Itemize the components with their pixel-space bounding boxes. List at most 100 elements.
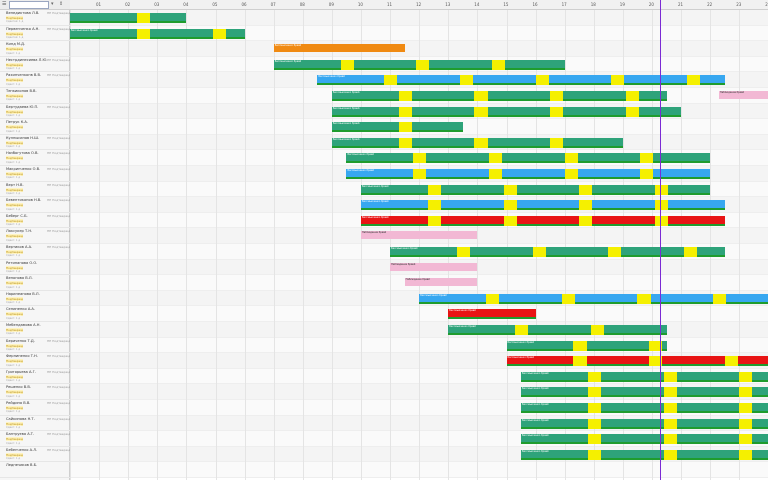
employee-row[interactable]: Петрук К.А. Подтвержд Сдвиг: 1 д	[0, 119, 70, 135]
employee-row[interactable]: Решенко В.В. НЕ Подтвержден Подтвержд Сдвиг…	[0, 384, 74, 400]
shift-bar[interactable]: Бессмьюченко бравй	[361, 184, 711, 193]
break-segment[interactable]	[739, 387, 753, 398]
break-segment[interactable]	[654, 200, 668, 211]
break-segment[interactable]	[579, 200, 593, 211]
employee-row[interactable]: Верт Н.В. НЕ Подтвержден Подтвержд Сдвиг: 1…	[0, 182, 74, 198]
break-segment[interactable]	[413, 169, 427, 179]
shift-bar[interactable]: Бессмьюченко бравй	[390, 247, 725, 255]
employee-row[interactable]: Бериченко Т.Д. НЕ Подтвержден Подтвержд Сдв…	[0, 338, 74, 354]
shift-bar[interactable]: Наблюдение бравй	[718, 91, 768, 99]
break-segment[interactable]	[625, 91, 639, 101]
shift-bar[interactable]: Бессмьюченко бравй	[419, 293, 768, 302]
employee-row[interactable]: Вертиков А.А. НЕ Подтвержден Подтвержд Сдви…	[0, 244, 74, 260]
employee-row[interactable]: Макринченко О.В. НЕ Подтвержден Подтвержд С…	[0, 166, 74, 182]
shift-bar[interactable]: Бессмьюченко бравй	[331, 91, 667, 99]
break-segment[interactable]	[503, 200, 517, 211]
break-segment[interactable]	[532, 247, 546, 257]
break-segment[interactable]	[587, 371, 602, 382]
break-segment[interactable]	[535, 75, 549, 86]
break-segment[interactable]	[590, 325, 604, 335]
break-segment[interactable]	[686, 75, 700, 86]
employee-row[interactable]: Сайкинова Н.Т. НЕ Подтвержден Подтвержд Сдв…	[0, 416, 74, 432]
break-segment[interactable]	[587, 387, 602, 398]
employee-row[interactable]: Венедиктова Л.В. НЕ Подтвержден Подтвержд С…	[0, 10, 74, 26]
break-segment[interactable]	[491, 59, 506, 70]
break-segment[interactable]	[413, 153, 427, 164]
employee-row[interactable]: Кинд М.Д. Подтвержд Сдвиг: 1 д	[0, 41, 70, 57]
break-segment[interactable]	[416, 59, 430, 70]
employee-row[interactable]: Мебендамова А.Н. Подтвержд Сдвиг: 1 д	[0, 322, 70, 338]
shift-bar[interactable]: Бессмьюченко бравй	[448, 325, 667, 333]
employee-row[interactable]: Кулпысинов Н.Ш. НЕ Подтвержден Подтвержд Сд…	[0, 135, 74, 151]
break-segment[interactable]	[573, 340, 587, 351]
break-segment[interactable]	[427, 200, 442, 211]
break-segment[interactable]	[398, 137, 412, 148]
break-segment[interactable]	[474, 91, 488, 101]
break-segment[interactable]	[684, 247, 698, 257]
shift-bar[interactable]: Бессмьюченко бравй	[346, 169, 711, 177]
break-segment[interactable]	[474, 106, 488, 117]
shift-bar[interactable]: Бессмьюченко бравй	[331, 122, 463, 131]
break-segment[interactable]	[663, 371, 677, 382]
shift-bar[interactable]: Бессмьюченко бравй	[521, 371, 768, 380]
shift-bar[interactable]: Бессмьюченко бравй	[521, 449, 768, 458]
break-segment[interactable]	[654, 184, 668, 195]
break-segment[interactable]	[398, 91, 412, 101]
shift-bar[interactable]: Бессмьюченко бравй	[361, 200, 725, 209]
break-segment[interactable]	[503, 184, 517, 195]
break-segment[interactable]	[561, 293, 575, 304]
employee-row[interactable]: Вепонова В.Л. Подтвержд Сдвиг: 1 д	[0, 275, 70, 291]
break-segment[interactable]	[739, 371, 753, 382]
break-segment[interactable]	[427, 184, 442, 195]
break-segment[interactable]	[663, 449, 677, 460]
employee-row[interactable]: Тепкиконов В.В. Подтвержд Сдвиг: 1 д	[0, 88, 70, 104]
break-segment[interactable]	[649, 340, 663, 351]
employee-row[interactable]: Сениненко А.А. Подтвержд Сдвиг: 1 д	[0, 306, 70, 322]
shift-bar[interactable]: Бессмьюченко бравй	[521, 434, 768, 443]
employee-row[interactable]: Назбогутова О.В. НЕ Подтвержден Подтвержд С…	[0, 150, 74, 166]
filter-icon[interactable]: ▾	[51, 1, 54, 7]
shift-bar[interactable]: Бессмьюченко бравй	[506, 356, 768, 365]
break-segment[interactable]	[739, 449, 753, 460]
shift-bar[interactable]: Бессмьюченко бравй	[273, 44, 405, 53]
break-segment[interactable]	[739, 418, 753, 429]
menu-icon[interactable]: ☰	[2, 1, 7, 7]
break-segment[interactable]	[503, 215, 517, 226]
break-segment[interactable]	[136, 13, 151, 23]
shift-bar[interactable]: Бессмьюченко бравй	[70, 28, 245, 37]
break-segment[interactable]	[640, 169, 654, 179]
break-segment[interactable]	[611, 75, 625, 86]
break-segment[interactable]	[663, 418, 677, 429]
employee-row[interactable]: Наринеанова В.Л. Подтвержд Сдвиг: 1 д	[0, 291, 70, 307]
break-segment[interactable]	[724, 356, 738, 367]
shift-bar[interactable]: Бессмьюченко бравй	[521, 418, 768, 427]
employee-row[interactable]: Бертудаева Ю.П. НЕ Подтвержден Подтвержд Сд…	[0, 104, 74, 120]
break-segment[interactable]	[550, 137, 564, 148]
break-segment[interactable]	[398, 122, 412, 133]
shift-bar[interactable]: Бессмьюченко бравй	[331, 106, 682, 115]
break-segment[interactable]	[136, 28, 151, 39]
shift-bar[interactable]: Бессмьюченко бравй	[521, 403, 768, 411]
break-segment[interactable]	[739, 434, 753, 445]
employee-row[interactable]: Бевентиконов Н.В. НЕ Подтвержден Подтвержд…	[0, 197, 74, 213]
break-segment[interactable]	[427, 215, 442, 226]
break-segment[interactable]	[573, 356, 587, 367]
employee-row[interactable]: Ферпиненко Т.Н. НЕ Подтвержден Подтвержд Сд…	[0, 353, 74, 369]
employee-row[interactable]: Рахинченконв В.В. НЕ Подтвержден Подтвержд…	[0, 72, 74, 88]
employee-row[interactable]: Бебенченко А.Л. НЕ Подтвержден Подтвержд Сд…	[0, 447, 74, 463]
shift-bar[interactable]: Наблюдение бравй	[361, 231, 478, 240]
employee-row[interactable]: Беберг С.Б. НЕ Подтвержден Подтвержд Сдвиг:…	[0, 213, 74, 229]
employee-row[interactable]: Бантруева А.Т. НЕ Подтвержден Подтвержд Сдв…	[0, 431, 74, 447]
break-segment[interactable]	[663, 387, 677, 398]
employee-row[interactable]: Леднечиков В.Б.	[0, 462, 70, 478]
break-segment[interactable]	[739, 403, 753, 413]
shift-bar[interactable]: Бессмьюченко бравй	[506, 340, 667, 349]
employee-row[interactable]: Первенченко А.Н. НЕ Подтвержден Подтвержд С…	[0, 26, 74, 42]
break-segment[interactable]	[649, 356, 663, 367]
break-segment[interactable]	[587, 403, 602, 413]
employee-row[interactable]: Ретинанова О.О. Подтвержд Сдвиг: 1 д	[0, 260, 70, 276]
break-segment[interactable]	[486, 293, 500, 304]
shift-bar[interactable]	[70, 13, 187, 21]
break-segment[interactable]	[625, 106, 639, 117]
break-segment[interactable]	[579, 215, 593, 226]
